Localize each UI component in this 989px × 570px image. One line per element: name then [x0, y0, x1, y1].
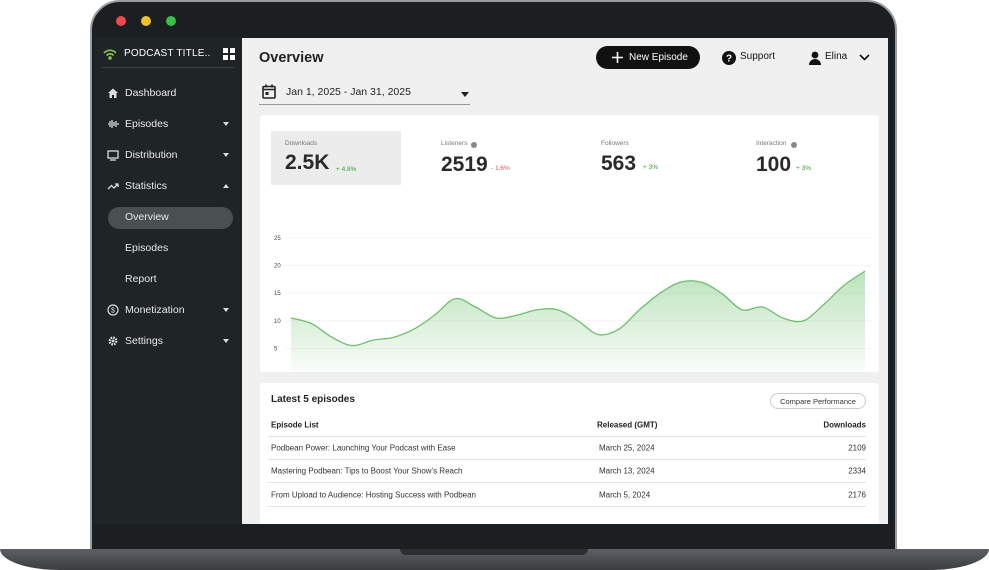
y-tick-label: 5	[274, 346, 278, 352]
screen: PODCAST TITLE.. Dashboard Episodes Distr…	[94, 38, 888, 524]
caret[interactable]	[223, 308, 229, 312]
monetization-icon: $	[107, 304, 119, 316]
laptop-base	[0, 549, 989, 570]
date-range[interactable]: Jan 1, 2025 - Jan 31, 2025	[286, 86, 411, 98]
downloads: 2109	[848, 443, 866, 453]
page-title: Overview	[259, 50, 324, 66]
area-line	[290, 270, 866, 347]
episodes-icon	[108, 120, 119, 128]
calendar-icon	[262, 84, 276, 99]
downloads: 2334	[848, 466, 866, 476]
submenu-item[interactable]: Report	[125, 273, 157, 285]
svg-text:?: ?	[726, 54, 732, 65]
svg-text:$: $	[111, 308, 115, 315]
y-tick-label: 25	[274, 236, 281, 242]
logo	[103, 49, 117, 60]
episode-title[interactable]: From Upload to Audience: Hosting Success…	[271, 490, 477, 500]
sidebar: PODCAST TITLE.. Dashboard Episodes Distr…	[94, 38, 242, 524]
date-caret[interactable]	[461, 92, 469, 97]
window-maximize[interactable]	[166, 16, 176, 26]
menu-item[interactable]: Monetization	[125, 304, 185, 316]
downloads: 2176	[848, 490, 866, 500]
caret[interactable]	[223, 122, 229, 126]
y-tick-label: 15	[274, 291, 281, 297]
info-icon[interactable]	[791, 142, 797, 148]
user-name[interactable]: Elina	[825, 51, 848, 62]
episode-title[interactable]: Podbean Power: Launching Your Podcast wi…	[271, 443, 456, 453]
menu-item[interactable]: Dashboard	[125, 87, 177, 99]
stat-label: Interaction	[756, 140, 787, 147]
distribution-icon	[107, 150, 119, 161]
active-pill	[108, 207, 233, 229]
menu-item[interactable]: Distribution	[125, 149, 178, 161]
episodes-card: Latest 5 episodes Compare Performance Ep…	[260, 383, 879, 524]
stat-label: Listeners	[441, 140, 468, 147]
caret[interactable]	[223, 184, 229, 188]
user-icon	[809, 51, 821, 65]
user-menu-chevron[interactable]	[859, 54, 870, 61]
stat-value: 100	[756, 153, 792, 176]
menu-item[interactable]: Statistics	[125, 180, 168, 192]
column-header: Episode List	[271, 420, 319, 430]
chart: 0510152025Dec 14Dec 16Dec 18Dec 20Dec 22…	[274, 236, 871, 372]
podcast-title[interactable]: PODCAST TITLE..	[124, 48, 211, 59]
statistics-icon	[107, 183, 119, 190]
laptop-notch	[400, 549, 588, 555]
stat-value: 2519	[441, 153, 488, 176]
y-tick-label: 20	[274, 264, 281, 270]
support-link[interactable]: Support	[740, 51, 776, 62]
column-header: Downloads	[823, 420, 866, 430]
dashboard-icon	[108, 88, 118, 98]
stat-change: + 3%	[796, 165, 811, 172]
episode-title[interactable]: Mastering Podbean: Tips to Boost Your Sh…	[271, 466, 463, 476]
compare-button[interactable]: Compare Performance	[770, 393, 866, 409]
window-minimize[interactable]	[141, 16, 151, 26]
button-label: New Episode	[629, 52, 688, 63]
stat-value: 563	[601, 152, 637, 175]
selected-stat[interactable]	[271, 131, 401, 185]
release-date: March 13, 2024	[599, 466, 655, 476]
support-icon[interactable]: ?	[722, 51, 736, 65]
column-header: Released (GMT)	[597, 420, 658, 430]
submenu-item[interactable]: Episodes	[125, 242, 169, 254]
caret[interactable]	[223, 153, 229, 157]
stat-label: Followers	[601, 140, 629, 147]
window-close[interactable]	[116, 16, 126, 26]
settings-icon	[108, 336, 118, 346]
stat-label: Downloads	[285, 140, 318, 147]
menu-item[interactable]: Episodes	[125, 118, 169, 130]
plus-icon	[612, 52, 623, 63]
stat-change: + 4.8%	[336, 166, 357, 173]
new-episode-button[interactable]: New Episode	[596, 46, 700, 69]
release-date: March 5, 2024	[599, 490, 651, 500]
stat-change: + 3%	[643, 164, 658, 171]
caret[interactable]	[223, 339, 229, 343]
apps-icon[interactable]	[223, 48, 235, 60]
stats-card: Downloads 2.5K + 4.8% Listeners 2519 - 1…	[260, 115, 879, 372]
y-tick-label: 10	[274, 319, 281, 325]
release-date: March 25, 2024	[599, 443, 655, 453]
menu-item[interactable]: Settings	[125, 335, 163, 347]
stat-value: 2.5K	[285, 151, 330, 174]
submenu-item[interactable]: Overview	[125, 211, 169, 223]
stat-change: - 1.6%	[491, 165, 510, 172]
section-title: Latest 5 episodes	[271, 394, 355, 405]
info-icon[interactable]	[471, 142, 477, 148]
